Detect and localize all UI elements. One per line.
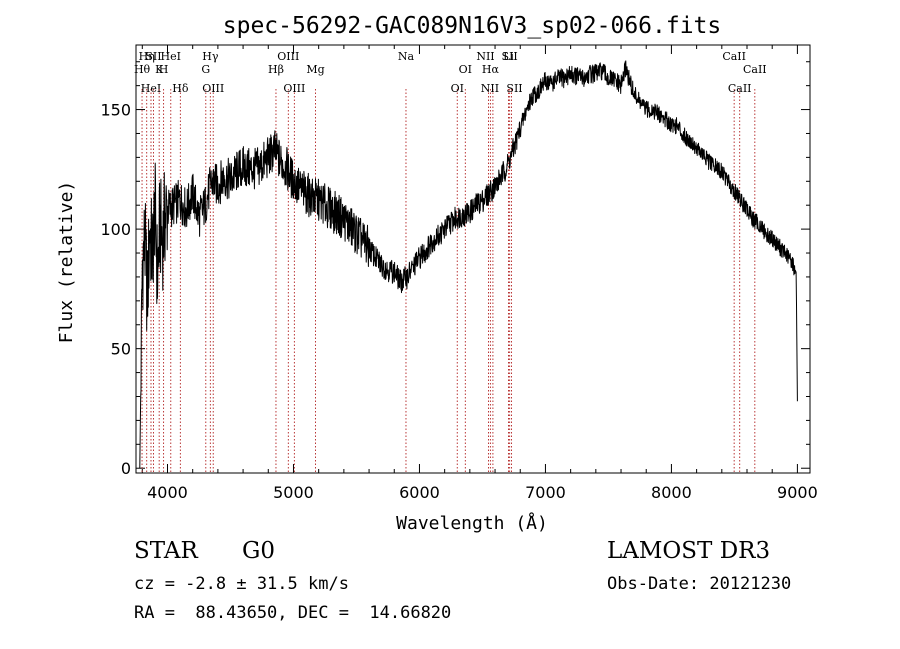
spectral-line-label: NII bbox=[476, 50, 494, 63]
object-class: STAR bbox=[134, 538, 198, 564]
x-tick-label: 8000 bbox=[651, 483, 692, 502]
spectral-line-label: Hδ bbox=[172, 82, 189, 95]
spectrum-line bbox=[139, 60, 798, 469]
spectral-line-label: CaII bbox=[728, 82, 752, 95]
survey-name: LAMOST DR3 bbox=[607, 538, 771, 564]
spectral-line-label: Hα bbox=[482, 63, 500, 76]
spectral-line-label: Mg bbox=[306, 63, 324, 76]
redshift-text: cz = -2.8 ± 31.5 km/s bbox=[134, 574, 349, 594]
spectral-line-label: OI bbox=[459, 63, 472, 76]
spectral-line-label: OI bbox=[451, 82, 464, 95]
spectral-line-label: CaII bbox=[722, 50, 746, 63]
spectral-line-label: SII bbox=[506, 82, 522, 95]
x-tick-label: 9000 bbox=[777, 483, 818, 502]
spectral-line-label: OIII bbox=[277, 50, 299, 63]
observation-date: Obs-Date: 20121230 bbox=[607, 574, 792, 594]
spectral-line-label: Hθ bbox=[134, 63, 151, 76]
x-tick-label: 7000 bbox=[525, 483, 566, 502]
y-tick-label: 150 bbox=[100, 101, 131, 120]
spectral-line-label: CaII bbox=[743, 63, 767, 76]
spectral-line-label: G bbox=[201, 63, 210, 76]
x-tick-label: 5000 bbox=[273, 483, 314, 502]
y-tick-label: 0 bbox=[121, 459, 131, 478]
plot-frame bbox=[135, 44, 811, 474]
coordinates-text: RA = 88.43650, DEC = 14.66820 bbox=[134, 603, 452, 623]
spectral-line-label: Na bbox=[398, 50, 415, 63]
spectral-subclass: G0 bbox=[242, 538, 276, 564]
spectral-line-label: OIII bbox=[202, 82, 224, 95]
chart-title: spec-56292-GAC089N16V3_sp02-066.fits bbox=[223, 13, 722, 39]
spectral-line-label: Hη bbox=[139, 50, 155, 63]
spectral-line-label: HeI bbox=[141, 82, 161, 95]
spectral-line-label: K bbox=[155, 63, 164, 76]
spectral-line-label: NII bbox=[481, 82, 499, 95]
x-tick-label: 4000 bbox=[147, 483, 188, 502]
x-tick-label: 6000 bbox=[399, 483, 440, 502]
y-axis-label: Flux (relative) bbox=[56, 181, 77, 344]
spectral-line-label: HeI bbox=[161, 50, 181, 63]
spectral-line-label: SII bbox=[502, 50, 518, 63]
spectral-line-label: Hβ bbox=[268, 63, 284, 76]
spectral-line-label: OIII bbox=[283, 82, 305, 95]
spectral-line-label: Li bbox=[503, 50, 514, 63]
spectral-line-label: H bbox=[159, 63, 169, 76]
x-axis-label: Wavelength (Å) bbox=[396, 512, 548, 534]
spectral-line-label: Hγ bbox=[202, 50, 219, 63]
spectral-line-label: SII bbox=[145, 50, 161, 63]
y-tick-label: 100 bbox=[100, 220, 131, 239]
y-tick-label: 50 bbox=[111, 340, 131, 359]
